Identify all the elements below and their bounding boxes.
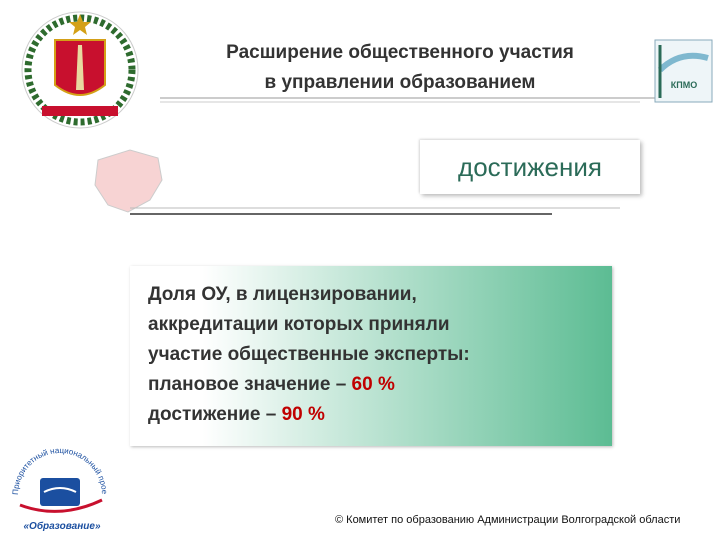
emblem — [21, 11, 139, 129]
line-text: аккредитации которых приняли — [148, 314, 450, 335]
line-text: плановое значение – — [148, 374, 352, 395]
content-line: достижение – 90 % — [148, 404, 325, 426]
line-highlight: 90 % — [281, 404, 325, 425]
content-line: аккредитации которых приняли — [148, 314, 450, 336]
line-text: достижение – — [148, 404, 282, 425]
line-highlight: 60 % — [351, 374, 395, 395]
logo-right-text: КПМО — [671, 80, 697, 90]
title-line: Расширение общественного участия — [226, 42, 574, 63]
section-label: достижения — [420, 140, 640, 194]
line-text: участие общественные эксперты: — [148, 344, 470, 365]
logo-frame — [654, 39, 713, 103]
content-line: Доля ОУ, в лицензировании, — [148, 284, 417, 306]
footer: © Комитет по образованию Администрации В… — [335, 514, 681, 526]
content-line: участие общественные эксперты: — [148, 344, 470, 366]
title: Расширение общественного участия в управ… — [160, 38, 640, 98]
content-line: плановое значение – 60 % — [148, 374, 395, 396]
logo-name: «Образование» — [23, 520, 100, 532]
map — [94, 149, 163, 213]
content-box: Доля ОУ, в лицензировании, аккредитации к… — [130, 266, 612, 446]
line-text: Доля ОУ, в лицензировании, — [148, 284, 417, 305]
title-line: в управлении образованием — [264, 72, 536, 93]
